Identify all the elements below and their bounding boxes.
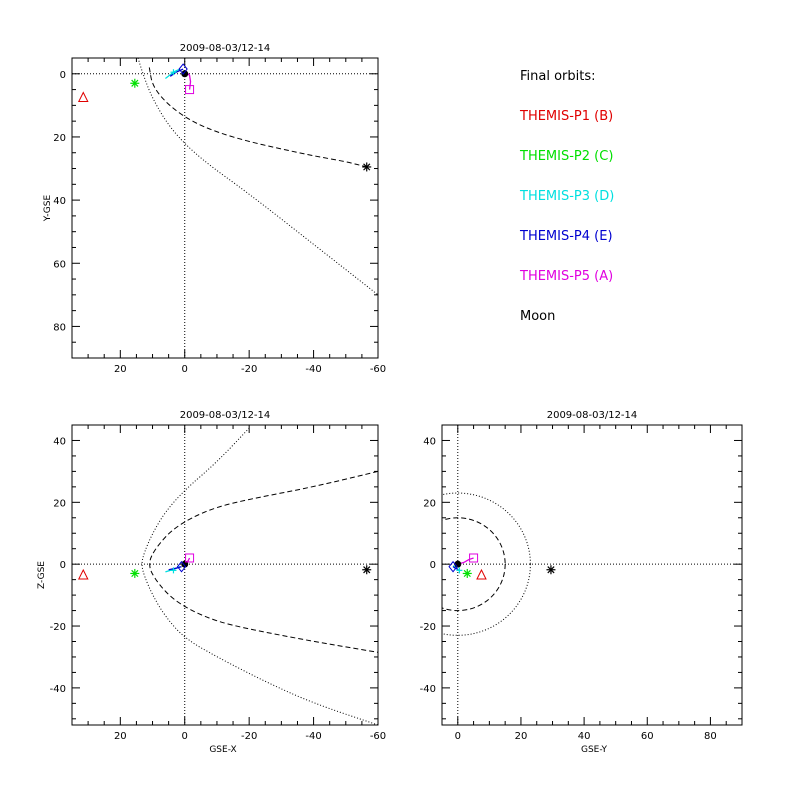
x-tick-label: 20 (515, 731, 528, 742)
themis-p2-c-marker (130, 78, 140, 88)
x-tick-label: 20 (114, 731, 127, 742)
y-tick-label: -20 (50, 622, 66, 633)
themis-p3-d-marker (170, 567, 177, 574)
themis-p5-a-marker (185, 85, 195, 95)
moon-marker (362, 565, 372, 575)
x-tick-label: 40 (578, 731, 591, 742)
legend: Final orbits: THEMIS-P1 (B) THEMIS-P2 (C… (519, 69, 614, 324)
y-tick-label: 40 (423, 436, 436, 447)
panel-xz: 2009-08-03/12-14 Z-GSE GSE-X 20 0 -20 -40 -6… (37, 410, 386, 755)
bow-shock-line (442, 492, 531, 636)
themis-p4-e-track (168, 566, 182, 571)
panel-xy-frame (71, 57, 379, 359)
panel-yz-frame (441, 424, 743, 726)
panel-xy: 2009-08-03/12-14 Y-GSE 20 0 -20 -40 -60 0 20 40… (43, 43, 386, 375)
legend-item-p1: THEMIS-P1 (B) (519, 109, 613, 124)
x-tick-label: 0 (455, 731, 461, 742)
themis-p5-a-marker (185, 553, 195, 563)
panel-yz-xlabel: GSE-Y (581, 745, 608, 755)
themis-p1-b-marker (77, 91, 89, 102)
y-tick-label: 20 (53, 133, 66, 144)
moon-marker (546, 565, 556, 575)
panel-xz-frame (71, 424, 379, 726)
legend-item-p2: THEMIS-P2 (C) (519, 149, 613, 164)
themis-p3-d-marker (456, 567, 463, 574)
magnetopause-line (148, 67, 367, 168)
y-tick-label: -40 (50, 684, 66, 695)
y-tick-label: -20 (420, 622, 436, 633)
themis-p1-b-marker (77, 568, 89, 580)
earth-marker (181, 70, 189, 78)
themis-p5-a-marker (469, 553, 479, 563)
panel-xz-title: 2009-08-03/12-14 (180, 410, 271, 421)
y-tick-label: 20 (423, 498, 436, 509)
y-tick-label: 40 (53, 436, 66, 447)
x-tick-label: 20 (114, 364, 127, 375)
x-tick-label: -40 (305, 364, 321, 375)
themis-p4-e-marker (448, 560, 458, 573)
legend-item-moon: Moon (520, 309, 555, 324)
bow-shock-line (141, 427, 378, 725)
themis-p4-e-track (169, 68, 184, 77)
themis-p3-d-track (165, 68, 181, 80)
y-tick-label: -40 (420, 684, 436, 695)
y-tick-label: 0 (430, 560, 436, 571)
bow-shock-line (137, 58, 378, 296)
x-tick-label: 60 (641, 731, 654, 742)
y-tick-label: 0 (60, 560, 66, 571)
panel-xz-ylabel: Z-GSE (37, 561, 47, 589)
x-tick-label: -60 (370, 364, 386, 375)
panel-xy-title: 2009-08-03/12-14 (180, 43, 271, 54)
y-tick-label: 20 (53, 498, 66, 509)
y-tick-label: 0 (60, 70, 66, 81)
panel-yz: 2009-08-03/12-14 GSE-Y 0 20 40 60 80 40 20 0 -20… (420, 410, 743, 755)
themis-p1-b-marker (476, 568, 487, 580)
legend-title: Final orbits: (520, 69, 596, 84)
x-tick-label: 80 (704, 731, 717, 742)
legend-item-p4: THEMIS-P4 (E) (519, 229, 613, 244)
themis-p4-e-marker (178, 63, 188, 75)
themis-p2-c-marker (462, 568, 472, 578)
legend-item-p5: THEMIS-P5 (A) (519, 269, 613, 284)
x-tick-label: 0 (182, 731, 188, 742)
magnetopause-line (442, 517, 506, 612)
themis-p2-c-marker (130, 568, 140, 578)
x-tick-label: -40 (305, 731, 321, 742)
x-tick-label: -20 (241, 364, 257, 375)
x-tick-label: -20 (241, 731, 257, 742)
moon-marker (362, 162, 372, 172)
y-tick-label: 80 (53, 322, 66, 333)
panel-yz-title: 2009-08-03/12-14 (547, 410, 638, 421)
y-tick-label: 60 (53, 259, 66, 270)
themis-p4-e-marker (176, 560, 187, 573)
themis-p3-d-marker (170, 69, 177, 76)
panel-xy-ylabel: Y-GSE (43, 195, 53, 223)
x-tick-label: -60 (370, 731, 386, 742)
x-tick-label: 0 (182, 364, 188, 375)
panel-xz-xlabel: GSE-X (209, 745, 236, 755)
legend-item-p3: THEMIS-P3 (D) (519, 189, 614, 204)
y-tick-label: 40 (53, 196, 66, 207)
